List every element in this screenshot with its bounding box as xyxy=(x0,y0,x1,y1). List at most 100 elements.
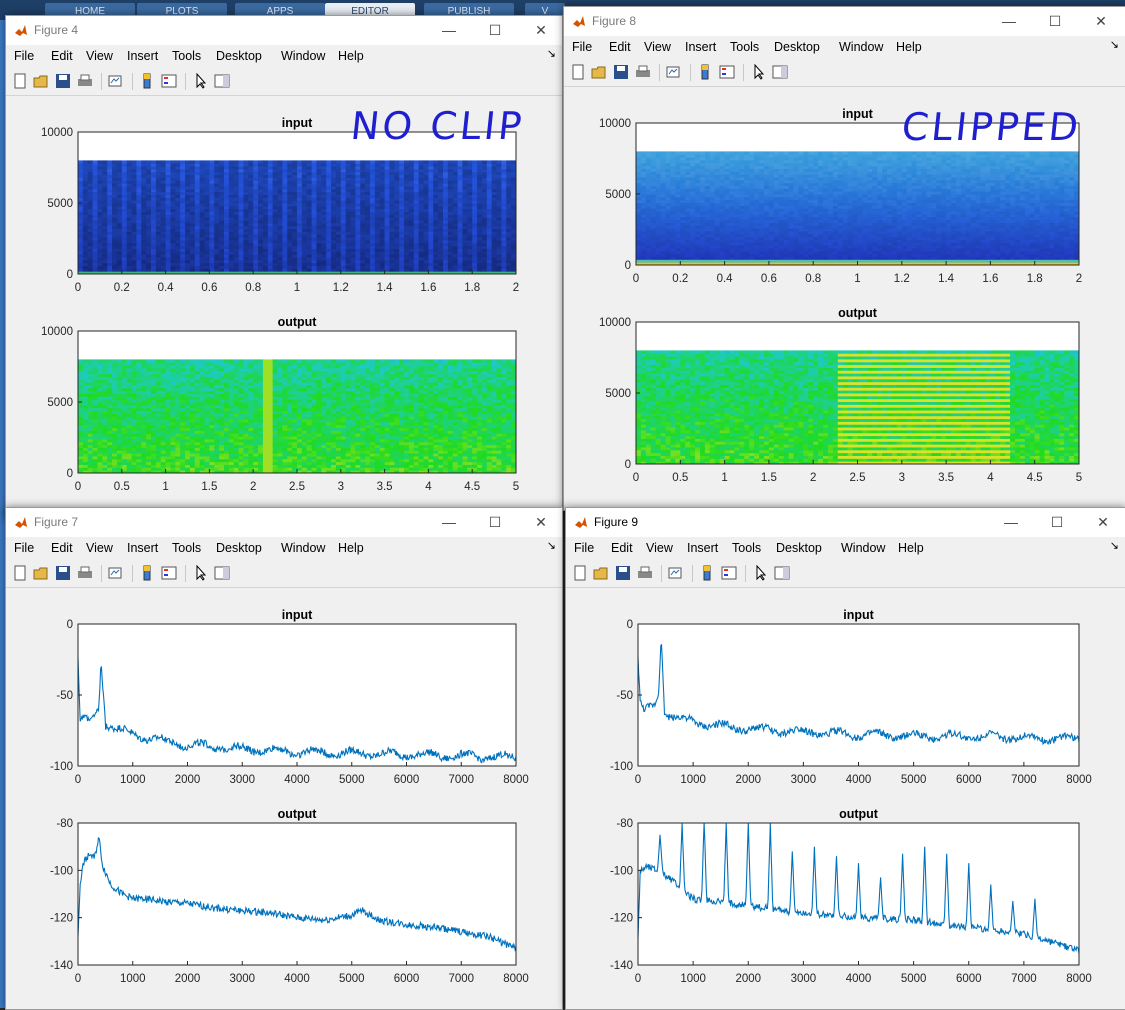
spectrogram-cell xyxy=(321,265,326,268)
spectrogram-cell xyxy=(214,419,219,422)
pointer-icon[interactable] xyxy=(193,73,209,89)
spectrogram-cell xyxy=(219,391,224,394)
close-button[interactable]: ✕ xyxy=(518,16,563,45)
spectrogram-cell xyxy=(156,220,161,223)
spectrogram-cell xyxy=(253,166,258,169)
menu-view[interactable]: View xyxy=(86,49,113,63)
spectrogram-cell xyxy=(346,234,351,237)
spectrogram-cell xyxy=(360,186,365,189)
colorbar-icon[interactable] xyxy=(139,73,155,89)
spectrogram-cell xyxy=(185,206,190,209)
spectrogram-cell xyxy=(161,362,166,365)
spectrogram-cell xyxy=(409,175,414,178)
spectrogram-cell xyxy=(190,209,195,212)
spectrogram-cell xyxy=(467,200,472,203)
spectrogram-cell xyxy=(161,160,166,163)
spectrogram-cell xyxy=(141,385,146,388)
spectrogram-cell xyxy=(302,243,307,246)
dock-icon[interactable]: ↘ xyxy=(547,47,556,60)
spectrogram-cell xyxy=(97,379,102,382)
spectrogram-cell xyxy=(497,248,502,251)
spectrogram-cell xyxy=(205,197,210,200)
x-tick-label: 0 xyxy=(75,282,81,294)
spectrogram-cell xyxy=(316,197,321,200)
spectrogram-cell xyxy=(117,376,122,379)
open-file-icon[interactable] xyxy=(33,73,49,89)
spectrogram-cell xyxy=(467,186,472,189)
menu-tools[interactable]: Tools xyxy=(172,49,201,63)
spectrogram-cell xyxy=(385,217,390,220)
save-icon[interactable] xyxy=(55,73,71,89)
spectrogram-cell xyxy=(127,206,132,209)
spectrogram-cell xyxy=(185,467,190,470)
spectrogram-cell xyxy=(122,362,127,365)
spectrogram-cell xyxy=(102,362,107,365)
spectrogram-cell xyxy=(263,263,268,266)
spectrogram-cell xyxy=(419,223,424,226)
spectrogram-cell xyxy=(443,206,448,209)
minimize-button[interactable]: — xyxy=(426,16,472,45)
menu-file[interactable]: File xyxy=(14,49,34,63)
menu-help[interactable]: Help xyxy=(338,49,364,63)
spectrogram-cell xyxy=(326,251,331,254)
menu-desktop[interactable]: Desktop xyxy=(216,49,262,63)
property-editor-icon[interactable] xyxy=(214,73,230,89)
spectrogram-cell xyxy=(209,425,214,428)
spectrogram-cell xyxy=(278,206,283,209)
spectrogram-cell xyxy=(175,379,180,382)
spectrogram-cell xyxy=(156,391,161,394)
spectrogram-cell xyxy=(156,385,161,388)
print-icon[interactable] xyxy=(77,73,93,89)
figure-4-window[interactable]: Figure 4 — ☐ ✕ File Edit View Insert Tools De… xyxy=(5,15,563,520)
new-figure-icon[interactable] xyxy=(12,73,28,89)
spectrogram-cell xyxy=(97,430,102,433)
spectrogram-cell xyxy=(438,206,443,209)
spectrogram-cell xyxy=(185,396,190,399)
spectrogram-cell xyxy=(122,376,127,379)
spectrogram-cell xyxy=(185,450,190,453)
spectrogram-cell xyxy=(88,169,93,172)
figure-4-titlebar[interactable]: Figure 4 — ☐ ✕ xyxy=(6,16,562,45)
spectrogram-cell xyxy=(268,220,273,223)
spectrogram-cell xyxy=(414,212,419,215)
spectrogram-cell xyxy=(292,203,297,206)
spectrogram-cell xyxy=(88,214,93,217)
legend-icon[interactable] xyxy=(161,73,177,89)
spectrogram-cell xyxy=(141,163,146,166)
spectrogram-cell xyxy=(93,177,98,180)
spectrogram-cell xyxy=(146,217,151,220)
spectrogram-cell xyxy=(243,172,248,175)
spectrogram-cell xyxy=(83,456,88,459)
spectrogram-cell xyxy=(316,177,321,180)
spectrogram-cell xyxy=(419,197,424,200)
spectrogram-cell xyxy=(443,172,448,175)
spectrogram-cell xyxy=(180,243,185,246)
menu-edit[interactable]: Edit xyxy=(51,49,73,63)
spectrogram-cell xyxy=(93,200,98,203)
spectrogram-cell xyxy=(239,172,244,175)
spectrogram-cell xyxy=(316,226,321,229)
spectrogram-cell xyxy=(229,388,234,391)
link-plot-icon[interactable] xyxy=(107,73,123,89)
spectrogram-cell xyxy=(414,194,419,197)
spectrogram-cell xyxy=(170,368,175,371)
spectrogram-cell xyxy=(292,231,297,234)
menu-insert[interactable]: Insert xyxy=(127,49,158,63)
spectrogram-cell xyxy=(112,464,117,467)
spectrogram-cell xyxy=(97,439,102,442)
spectrogram-cell xyxy=(209,203,214,206)
spectrogram-cell xyxy=(151,428,156,431)
maximize-button[interactable]: ☐ xyxy=(472,16,518,45)
spectrogram-cell xyxy=(219,422,224,425)
spectrogram-cell xyxy=(205,379,210,382)
spectrogram-cell xyxy=(234,240,239,243)
spectrogram-cell xyxy=(97,433,102,436)
spectrogram-cell xyxy=(326,169,331,172)
x-tick-label: 1.4 xyxy=(377,282,394,294)
spectrogram-cell xyxy=(132,430,137,433)
spectrogram-cell xyxy=(117,371,122,374)
spectrogram-cell xyxy=(175,192,180,195)
menu-window[interactable]: Window xyxy=(281,49,325,63)
spectrogram-cell xyxy=(166,391,171,394)
spectrogram-cell xyxy=(209,257,214,260)
